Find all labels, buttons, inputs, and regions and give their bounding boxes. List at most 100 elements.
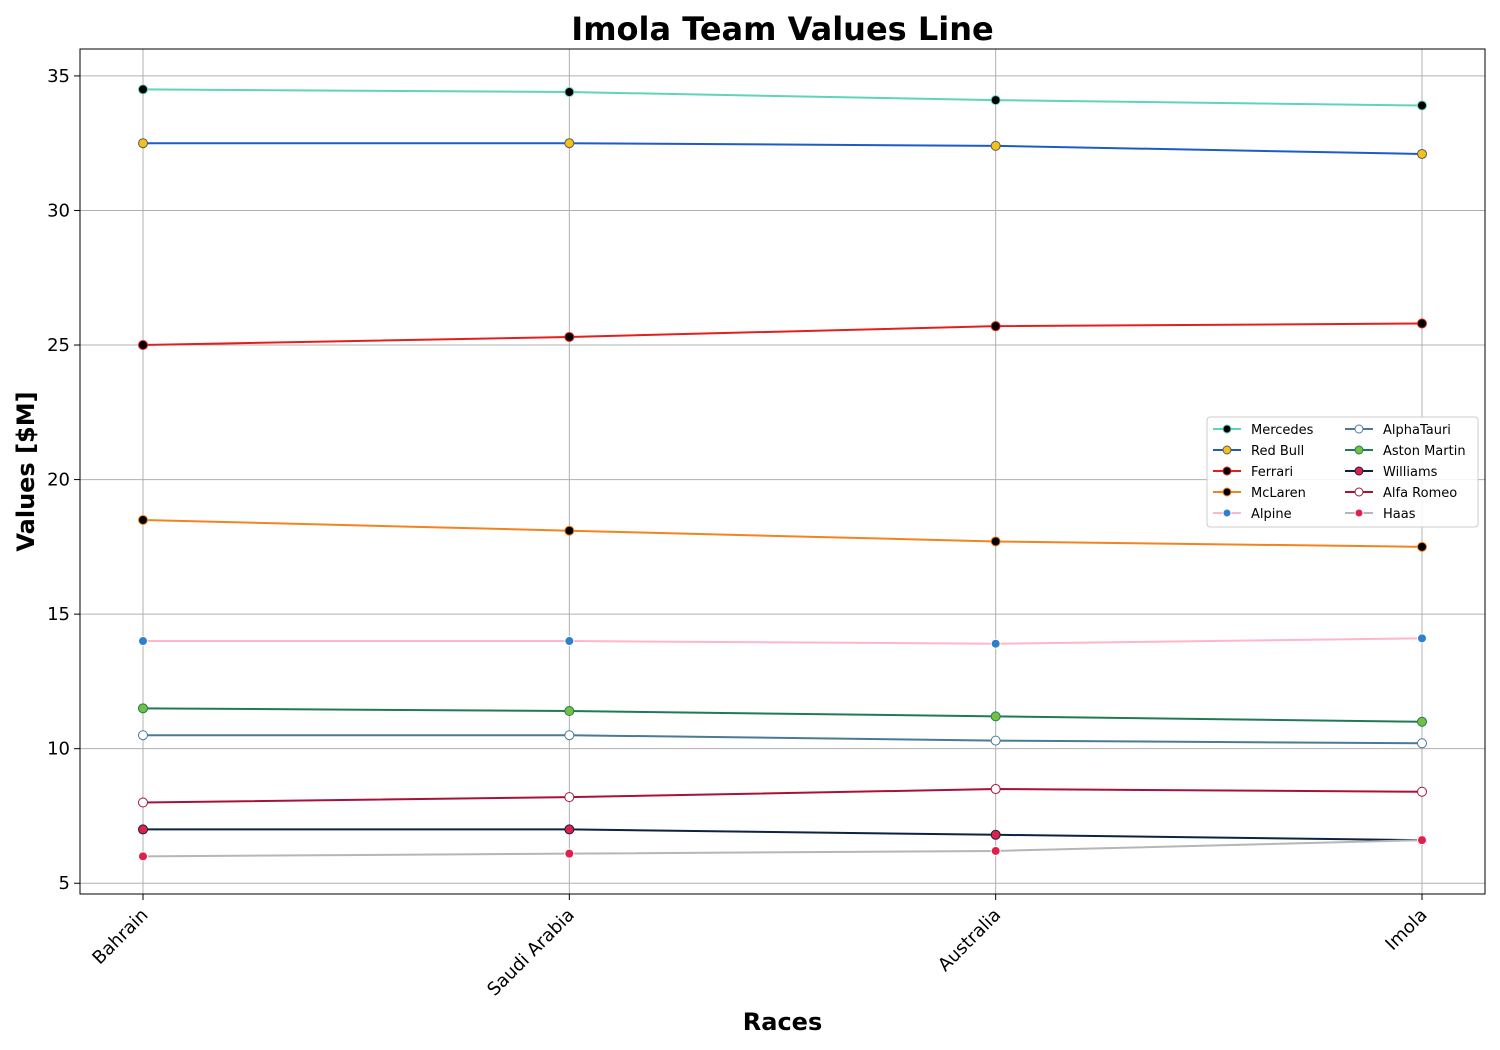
data-point <box>138 730 148 741</box>
data-point <box>138 138 148 149</box>
data-point <box>564 730 575 741</box>
data-point <box>138 851 148 862</box>
series-mclaren <box>138 514 1427 552</box>
data-point <box>1417 738 1427 749</box>
data-point <box>138 797 148 808</box>
series-line <box>143 637 1423 645</box>
legend-marker <box>1222 508 1232 518</box>
data-point <box>990 95 1001 106</box>
data-point <box>138 340 148 351</box>
series-aston-martin <box>138 703 1427 727</box>
series-line <box>143 828 1423 842</box>
data-point <box>564 636 575 647</box>
legend-item: McLaren <box>1213 486 1306 501</box>
legend-marker <box>1354 424 1364 434</box>
data-point <box>564 525 575 536</box>
series-line <box>142 707 1423 723</box>
legend-box <box>1206 416 1479 528</box>
data-point <box>1417 100 1427 111</box>
grid <box>80 49 1485 894</box>
legend-label: Mercedes <box>1251 423 1314 438</box>
data-point <box>1417 318 1427 329</box>
series-mercedes <box>138 84 1427 111</box>
x-tick-label: Bahrain <box>88 905 152 969</box>
axis-ticks: 5 10 15 20 25 30 35 Bahrain Saudi Arabia Australi… <box>47 66 1431 1000</box>
legend-item: Ferrari <box>1213 465 1293 480</box>
legend-item: Williams <box>1345 465 1438 480</box>
data-point <box>1417 835 1427 846</box>
y-tick-label: 35 <box>47 66 70 87</box>
data-point <box>138 703 148 714</box>
series-line <box>142 518 1423 548</box>
series-lines <box>138 84 1427 862</box>
legend-label: Alfa Romeo <box>1383 486 1457 501</box>
y-tick-label: 10 <box>47 739 70 760</box>
series-alphatauri <box>138 730 1427 749</box>
legend-marker <box>1354 445 1364 455</box>
series-line <box>142 88 1423 107</box>
data-point <box>990 784 1001 795</box>
series-alfa-romeo <box>138 784 1427 808</box>
series-red-bull <box>138 138 1427 159</box>
legend-label: Red Bull <box>1251 444 1304 459</box>
data-point <box>990 829 1001 840</box>
legend-label: Williams <box>1383 465 1438 480</box>
data-point <box>564 87 575 98</box>
legend-label: Aston Martin <box>1383 444 1466 459</box>
series-ferrari <box>138 318 1427 351</box>
y-tick-label: 20 <box>47 470 70 491</box>
chart-title: Imola Team Values Line <box>571 10 993 48</box>
data-point <box>1417 148 1427 159</box>
legend-label: Ferrari <box>1251 465 1293 480</box>
y-tick-label: 15 <box>47 604 70 625</box>
legend: Mercedes Red Bull Ferrari McLaren Alpine Alph… <box>1206 416 1479 528</box>
series-line <box>142 839 1423 858</box>
series-williams <box>138 824 1427 846</box>
x-axis-label: Races <box>743 1008 822 1036</box>
data-point <box>564 138 575 149</box>
data-point <box>564 331 575 342</box>
y-tick-label: 5 <box>59 873 70 894</box>
plot-frame <box>79 48 1486 895</box>
series-line <box>143 142 1423 155</box>
x-tick-label: Australia <box>934 905 1005 976</box>
data-point <box>990 711 1001 722</box>
data-point <box>1417 786 1427 797</box>
legend-item: Mercedes <box>1213 423 1314 438</box>
legend-marker <box>1354 508 1364 518</box>
data-point <box>138 514 148 525</box>
legend-marker <box>1222 445 1232 455</box>
data-point <box>990 735 1001 746</box>
y-tick-label: 30 <box>47 200 70 221</box>
legend-label: Haas <box>1383 507 1416 522</box>
data-point <box>564 706 575 717</box>
legend-item: Red Bull <box>1213 444 1304 459</box>
data-point <box>138 84 148 95</box>
legend-marker <box>1354 487 1364 497</box>
data-point <box>990 140 1001 151</box>
data-point <box>1417 716 1427 727</box>
legend-marker <box>1354 466 1364 476</box>
y-axis-label: Values [$M] <box>12 391 40 551</box>
data-point <box>138 636 148 647</box>
series-line <box>142 788 1423 804</box>
data-point <box>564 848 575 859</box>
x-tick-label: Saudi Arabia <box>483 905 579 1001</box>
legend-item: Aston Martin <box>1345 444 1466 459</box>
data-point <box>1417 541 1427 552</box>
legend-item: AlphaTauri <box>1345 423 1451 438</box>
data-point <box>990 638 1001 649</box>
series-line <box>142 322 1423 347</box>
legend-label: AlphaTauri <box>1383 423 1451 438</box>
legend-item: Alfa Romeo <box>1345 486 1457 501</box>
data-point <box>990 321 1001 332</box>
series-haas <box>138 835 1427 862</box>
legend-item: Alpine <box>1213 507 1292 522</box>
data-point <box>564 792 575 803</box>
data-point <box>990 845 1001 856</box>
legend-label: Alpine <box>1251 507 1292 522</box>
data-point <box>1417 633 1427 644</box>
data-point <box>138 824 148 835</box>
